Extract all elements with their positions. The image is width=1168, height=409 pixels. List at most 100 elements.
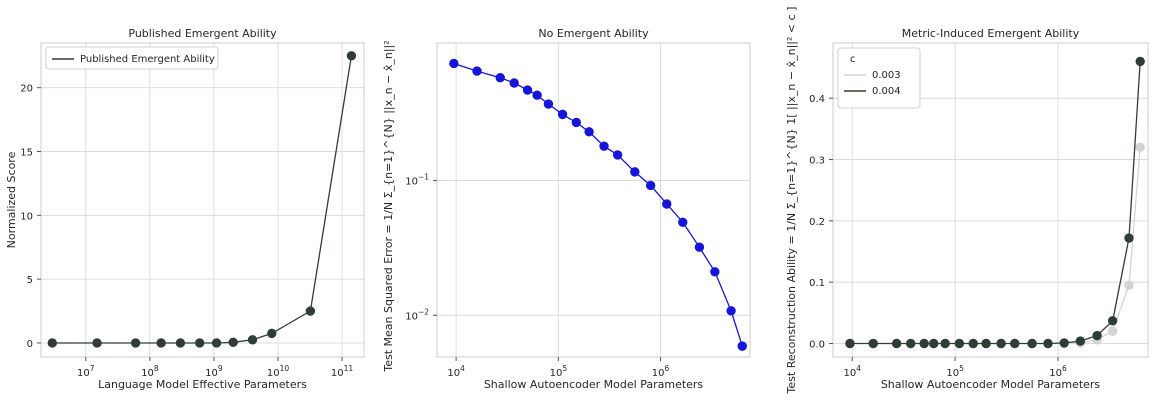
data-point: [1107, 316, 1118, 326]
data-point: [940, 338, 950, 349]
legend: c 0.003 0.004: [837, 47, 921, 109]
data-point: [130, 338, 141, 348]
data-point: [92, 338, 102, 348]
data-point: [1075, 336, 1086, 346]
data-point: [968, 338, 978, 349]
data-point: [1027, 338, 1037, 349]
data-point: [522, 85, 533, 95]
data-point: [211, 338, 222, 348]
y-tick-label: 5: [27, 275, 33, 286]
data-point: [678, 217, 688, 227]
legend: Published Emergent Ability: [45, 46, 219, 70]
data-point: [905, 338, 916, 349]
data-point: [891, 338, 902, 349]
data-point: [694, 242, 705, 252]
data-point: [1135, 142, 1145, 152]
data-point: [495, 73, 505, 83]
y-axis-label: Test Mean Squared Error = 1/N Σ_{n=1}^{N…: [382, 40, 395, 372]
data-point: [247, 335, 258, 345]
data-point: [228, 337, 238, 348]
data-point: [612, 150, 623, 160]
chart-title: No Emergent Ability: [538, 27, 649, 40]
data-point: [543, 99, 554, 109]
x-tick-label: 104: [843, 364, 861, 379]
data-point: [645, 180, 656, 191]
data-point: [929, 338, 939, 349]
plot-frame: [832, 42, 1149, 358]
data-point: [845, 338, 855, 349]
x-tick-label: 105: [946, 364, 964, 379]
y-tick-label: 0: [27, 339, 33, 350]
y-tick-label: 0.0: [809, 340, 825, 351]
legend-box: [837, 47, 921, 109]
y-tick-label: 20: [20, 84, 33, 95]
data-point: [1107, 326, 1118, 336]
data-point: [156, 338, 166, 348]
data-point: [175, 338, 186, 348]
plot-frame: [40, 42, 365, 358]
y-tick-label: 0.2: [809, 217, 825, 228]
data-point: [996, 338, 1006, 349]
x-tick-label: 109: [205, 364, 223, 379]
legend-entry-label: Published Emergent Ability: [80, 54, 215, 65]
chart-metric-induced-emergent-ability: Metric-Induced Emergent Ability 104 105 106…: [785, 7, 1149, 395]
legend-title: c: [850, 54, 856, 65]
data-point: [737, 341, 747, 351]
data-point: [1135, 56, 1145, 67]
data-point: [1124, 233, 1134, 243]
chart-title: Published Emergent Ability: [128, 27, 277, 40]
data-point: [584, 127, 594, 137]
data-point: [954, 338, 965, 349]
x-axis-label: Language Model Effective Parameters: [98, 378, 307, 391]
y-tick-label: 0.4: [809, 94, 825, 105]
data-point: [305, 306, 316, 316]
chart-title: Metric-Induced Emergent Ability: [902, 27, 1080, 40]
chart-no-emergent-ability: No Emergent Ability 104 105 106 10−2 10−1 Shal…: [382, 27, 751, 391]
x-tick-label: 106: [1049, 364, 1067, 379]
y-axis-label: Normalized Score: [5, 151, 18, 248]
data-point: [571, 117, 582, 128]
x-tick-label: 1010: [267, 364, 290, 379]
data-point: [449, 58, 459, 69]
y-axis-label: Test Reconstruction Ability = 1/N Σ_{n=1…: [785, 7, 798, 395]
data-point: [868, 338, 878, 349]
data-point: [195, 338, 205, 348]
y-tick-label: 10−2: [405, 307, 429, 322]
legend-box: [45, 46, 219, 70]
y-tick-label: 10: [20, 211, 33, 222]
x-tick-label: 1011: [331, 364, 354, 379]
x-tick-label: 107: [77, 364, 95, 379]
data-point: [1010, 338, 1020, 349]
x-tick-label: 104: [447, 364, 465, 379]
data-point: [981, 338, 991, 349]
plot-frame: [436, 42, 751, 358]
data-point: [1043, 338, 1053, 349]
data-point: [1092, 330, 1102, 341]
y-tick-label: 0.1: [809, 278, 825, 289]
data-point: [472, 66, 482, 76]
plot-area: [41, 43, 364, 357]
y-tick-label: 15: [20, 147, 33, 158]
data-point: [47, 338, 57, 348]
x-axis-label: Shallow Autoencoder Model Parameters: [484, 378, 704, 391]
x-tick-label: 106: [652, 364, 670, 379]
y-tick-label: 0.3: [809, 156, 825, 167]
data-point: [509, 78, 519, 88]
x-axis-label: Shallow Autoencoder Model Parameters: [881, 378, 1101, 391]
x-tick-label: 108: [141, 364, 159, 379]
data-point: [1124, 280, 1134, 290]
y-tick-label: 10−1: [405, 173, 429, 188]
series-line: [52, 55, 353, 344]
x-tick-label: 105: [550, 364, 568, 379]
data-point: [532, 90, 542, 100]
data-point: [1059, 338, 1069, 348]
plot-area: [437, 43, 750, 357]
data-point: [630, 167, 640, 177]
legend-entry-label: 0.003: [872, 70, 901, 81]
data-point: [919, 338, 929, 349]
data-point: [599, 141, 609, 151]
data-point: [726, 306, 736, 316]
legend-entry-label: 0.004: [872, 86, 901, 97]
